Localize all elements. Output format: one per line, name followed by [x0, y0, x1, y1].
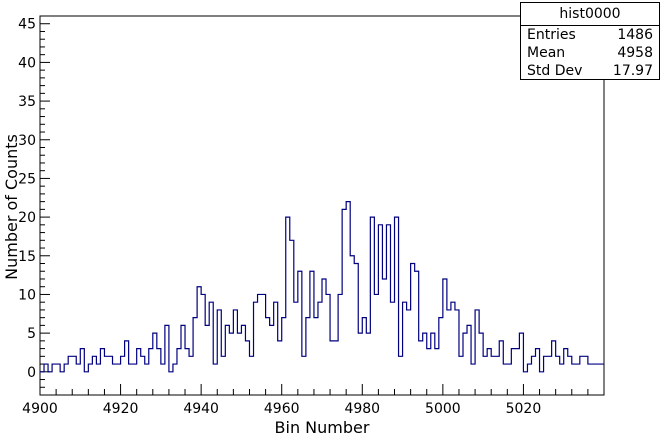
plot-frame [39, 15, 605, 396]
stats-title: hist0000 [521, 3, 659, 26]
histogram-series [40, 201, 604, 373]
y-tick-label: 40 [18, 55, 36, 71]
x-tick-label: 5000 [425, 401, 461, 417]
y-axis: 0 5 10 15 20 25 30 35 40 45 [18, 17, 50, 388]
stats-label: Std Dev [527, 63, 583, 79]
y-tick-label: 20 [18, 210, 36, 226]
y-tick-label: 30 [18, 133, 36, 149]
x-tick-label: 4940 [183, 401, 219, 417]
y-tick-label: 35 [18, 94, 36, 110]
x-axis: 4900 4920 4940 4960 4980 5000 5020 [22, 384, 605, 417]
x-tick-label: 4920 [103, 401, 139, 417]
stats-box: hist0000 Entries 1486 Mean 4958 Std Dev … [520, 2, 660, 80]
stats-row-mean: Mean 4958 [521, 44, 659, 62]
y-tick-label: 25 [18, 171, 36, 187]
x-axis-label: Bin Number [275, 418, 370, 437]
stats-label: Entries [527, 27, 576, 43]
x-tick-label: 4960 [264, 401, 300, 417]
y-tick-label: 5 [27, 326, 36, 342]
y-tick-label: 0 [27, 365, 36, 381]
x-tick-label: 5020 [506, 401, 542, 417]
y-tick-label: 10 [18, 287, 36, 303]
x-tick-label: 4900 [22, 401, 58, 417]
stats-value: 4958 [617, 45, 653, 61]
stats-value: 1486 [617, 27, 653, 43]
y-axis-label: Number of Counts [2, 134, 21, 280]
stats-row-entries: Entries 1486 [521, 26, 659, 44]
y-tick-label: 45 [18, 17, 36, 33]
stats-label: Mean [527, 45, 566, 61]
y-tick-label: 15 [18, 249, 36, 265]
x-tick-label: 4980 [344, 401, 380, 417]
stats-value: 17.97 [612, 63, 653, 79]
stats-row-stddev: Std Dev 17.97 [521, 62, 659, 80]
